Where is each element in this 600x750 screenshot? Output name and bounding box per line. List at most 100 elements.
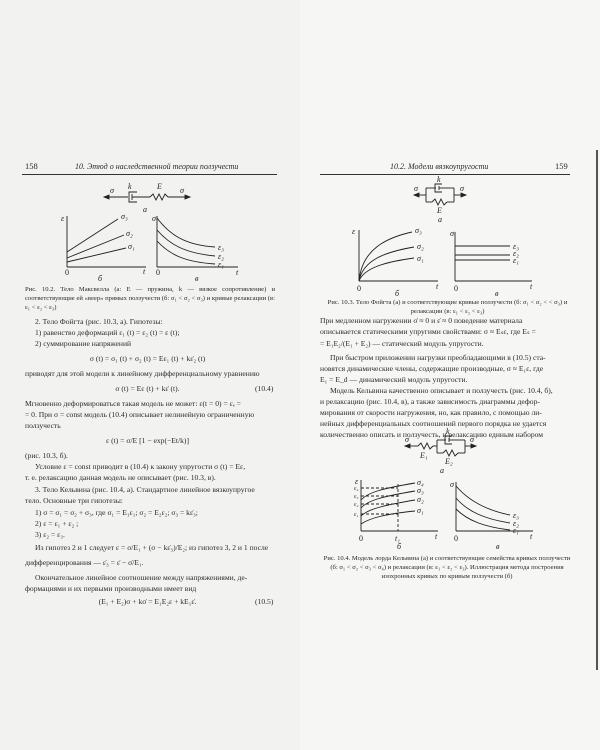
svg-text:ε₁: ε₁ [354, 512, 358, 518]
svg-text:а: а [440, 466, 444, 475]
text-line: новятся динамические члены, содержащие п… [320, 364, 544, 373]
svg-text:ε₃: ε₃ [513, 511, 519, 520]
text-line: (рис. 10.3, б). [25, 451, 68, 460]
svg-text:ε: ε [355, 477, 359, 486]
svg-text:t: t [530, 532, 533, 541]
svg-text:а: а [143, 205, 147, 214]
svg-text:в: в [496, 542, 500, 551]
svg-text:ε₂: ε₂ [354, 502, 358, 508]
equation: σ (t) = σ₁ (t) + σ₂ (t) = Eε₁ (t) + kε̇₂… [89, 354, 206, 363]
equation: σ (t) = Eε (t) + kε̇ (t). [115, 384, 180, 393]
svg-text:ε₁: ε₁ [218, 260, 224, 269]
text-line: При быстром приложении нагрузки преоблад… [330, 353, 546, 362]
text-line: 2. Тело Фойгта (рис. 10.3, а). Гипотезы: [35, 317, 163, 326]
svg-text:σ₁: σ₁ [128, 242, 135, 251]
text-line: Условие ε = const приводит в (10.4) к за… [35, 462, 246, 471]
header-rule [320, 174, 570, 175]
voigt-scheme: k E σ σ а [412, 175, 468, 224]
text-line: приводят для этой модели к линейному диф… [25, 369, 260, 378]
svg-text:k: k [437, 175, 441, 184]
text-line: 3. Тело Кельвина (рис. 10.4, а). Стандар… [35, 485, 255, 494]
svg-text:0: 0 [357, 284, 361, 293]
svg-text:σ₂: σ₂ [126, 229, 133, 238]
svg-text:0: 0 [454, 284, 458, 293]
svg-text:σ₃: σ₃ [121, 212, 128, 221]
svg-text:σ: σ [152, 214, 157, 223]
running-head: 10.2. Модели вязкоупругости [390, 162, 489, 171]
svg-text:а: а [438, 215, 442, 224]
svg-text:t: t [530, 282, 533, 291]
svg-text:б: б [397, 542, 402, 551]
svg-text:E: E [156, 182, 162, 191]
equation-number: (10.5) [255, 597, 274, 606]
text-line: 2) суммирование напряжений [35, 339, 132, 348]
svg-text:в: в [495, 289, 499, 298]
text-line: = E₁E₂/(E₁ + E₂) — статический модуль уп… [320, 339, 484, 348]
svg-text:k: k [446, 427, 450, 436]
svg-text:ε₁: ε₁ [513, 526, 519, 535]
svg-text:б: б [98, 274, 103, 283]
creep-graph: ε t 0 σ₃ σ₂ σ₁ б [61, 212, 146, 283]
svg-text:ε₃: ε₃ [354, 494, 358, 500]
text-line: формациями и их первыми производными име… [25, 584, 197, 593]
svg-text:t: t [143, 267, 146, 276]
text-line: E₁ = E_d — динамический модуль упругости… [320, 375, 468, 384]
svg-text:ε₃: ε₃ [513, 242, 519, 251]
kelvin-scheme: k E₁ E₂ σ σ а [403, 427, 478, 475]
svg-text:0: 0 [156, 268, 160, 277]
text-line: 1) равенство деформаций ε₁ (t) = ε₂ (t) … [35, 328, 180, 337]
svg-text:σ₂: σ₂ [417, 495, 424, 504]
svg-text:в: в [195, 274, 199, 283]
equation: (E₁ + E₂)σ + kσ̇ = E₁E₂ε + kE₁ε̇. [98, 597, 197, 606]
svg-text:E: E [436, 206, 442, 215]
text-line: = 0. При σ = const модель (10.4) описыва… [25, 410, 255, 419]
relaxation-graph: σ t 0 ε₃ ε₂ ε₁ в [450, 480, 533, 551]
creep-graph: ε t 0 t₁ ε₄ ε₃ ε₂ ε₁ σ₄ σ₃ σ₂ σ₁ б [354, 477, 438, 551]
text-line: описывается статическими упругими свойст… [320, 327, 536, 336]
page-number: 158 [25, 161, 38, 171]
svg-text:σ₁: σ₁ [417, 254, 424, 263]
svg-text:ε: ε [61, 214, 65, 223]
svg-text:σ: σ [180, 186, 185, 195]
text-line: ползучесть [25, 421, 61, 430]
svg-text:ε₃: ε₃ [218, 243, 224, 252]
header-rule [22, 174, 277, 175]
svg-text:ε₂: ε₂ [218, 252, 224, 261]
text-line: 1) σ = σ₁ = σ₂ + σ₃, где σ₁ = E₁ε₁; σ₂ =… [35, 508, 198, 517]
svg-text:ε: ε [352, 227, 356, 236]
svg-text:ε₂: ε₂ [513, 249, 519, 258]
svg-text:E₂: E₂ [444, 457, 453, 466]
book-edge [596, 150, 598, 670]
svg-text:б: б [395, 289, 400, 298]
text-line: мирования от скорости нагружения, но, ка… [320, 408, 542, 417]
svg-text:σ₄: σ₄ [417, 478, 424, 487]
relaxation-graph: σ t 0 ε₃ ε₂ ε₁ в [450, 229, 533, 298]
text-line: Модель Кельвина качественно описывает и … [330, 386, 553, 395]
svg-text:E₁: E₁ [419, 451, 428, 460]
svg-text:σ: σ [110, 186, 115, 195]
svg-text:σ: σ [450, 480, 455, 489]
text-line: Окончательное линейное соотношение между… [35, 573, 248, 582]
svg-text:t: t [236, 268, 239, 277]
figure-caption: Рис. 10.3. Тело Фойгта (а) и соответству… [327, 299, 568, 315]
svg-text:σ: σ [460, 184, 465, 193]
svg-text:k: k [128, 182, 132, 191]
figure-10-4: k E₁ E₂ σ σ а ε t 0 t₁ ε₄ ε₃ ε₂ ε₁ σ₄ σ₃… [354, 427, 533, 551]
text-line: количественно описать и ползучесть, и ре… [320, 430, 544, 439]
svg-text:0: 0 [454, 534, 458, 543]
figure-10-2: k E σ σ а ε t 0 σ₃ σ₂ σ₁ б σ t 0 ε₃ ε₂ ε… [61, 182, 239, 283]
right-page: 10.2. Модели вязкоупругости 159 k E σ σ … [300, 0, 600, 750]
svg-text:ε₄: ε₄ [354, 486, 358, 492]
page-number: 159 [555, 161, 568, 171]
svg-text:0: 0 [359, 534, 363, 543]
svg-text:t: t [435, 532, 438, 541]
svg-text:σ₃: σ₃ [415, 226, 422, 235]
text-line: 3) ε₂ = ε₃. [35, 530, 65, 539]
relaxation-graph: σ t 0 ε₃ ε₂ ε₁ в [152, 214, 239, 283]
text-line: дифференцирования — ε̇₃ = ε̇ − σ̇/E₁. [25, 558, 144, 567]
svg-text:t₁: t₁ [395, 534, 400, 543]
running-head: 10. Этюд о наследственной теории ползуче… [75, 162, 239, 171]
svg-text:σ₃: σ₃ [417, 486, 424, 495]
creep-graph: ε t 0 σ₃ σ₂ σ₁ б [352, 226, 439, 298]
text-line: Из гипотез 2 и 1 следует ε = σ/E₁ + (σ −… [35, 543, 269, 552]
